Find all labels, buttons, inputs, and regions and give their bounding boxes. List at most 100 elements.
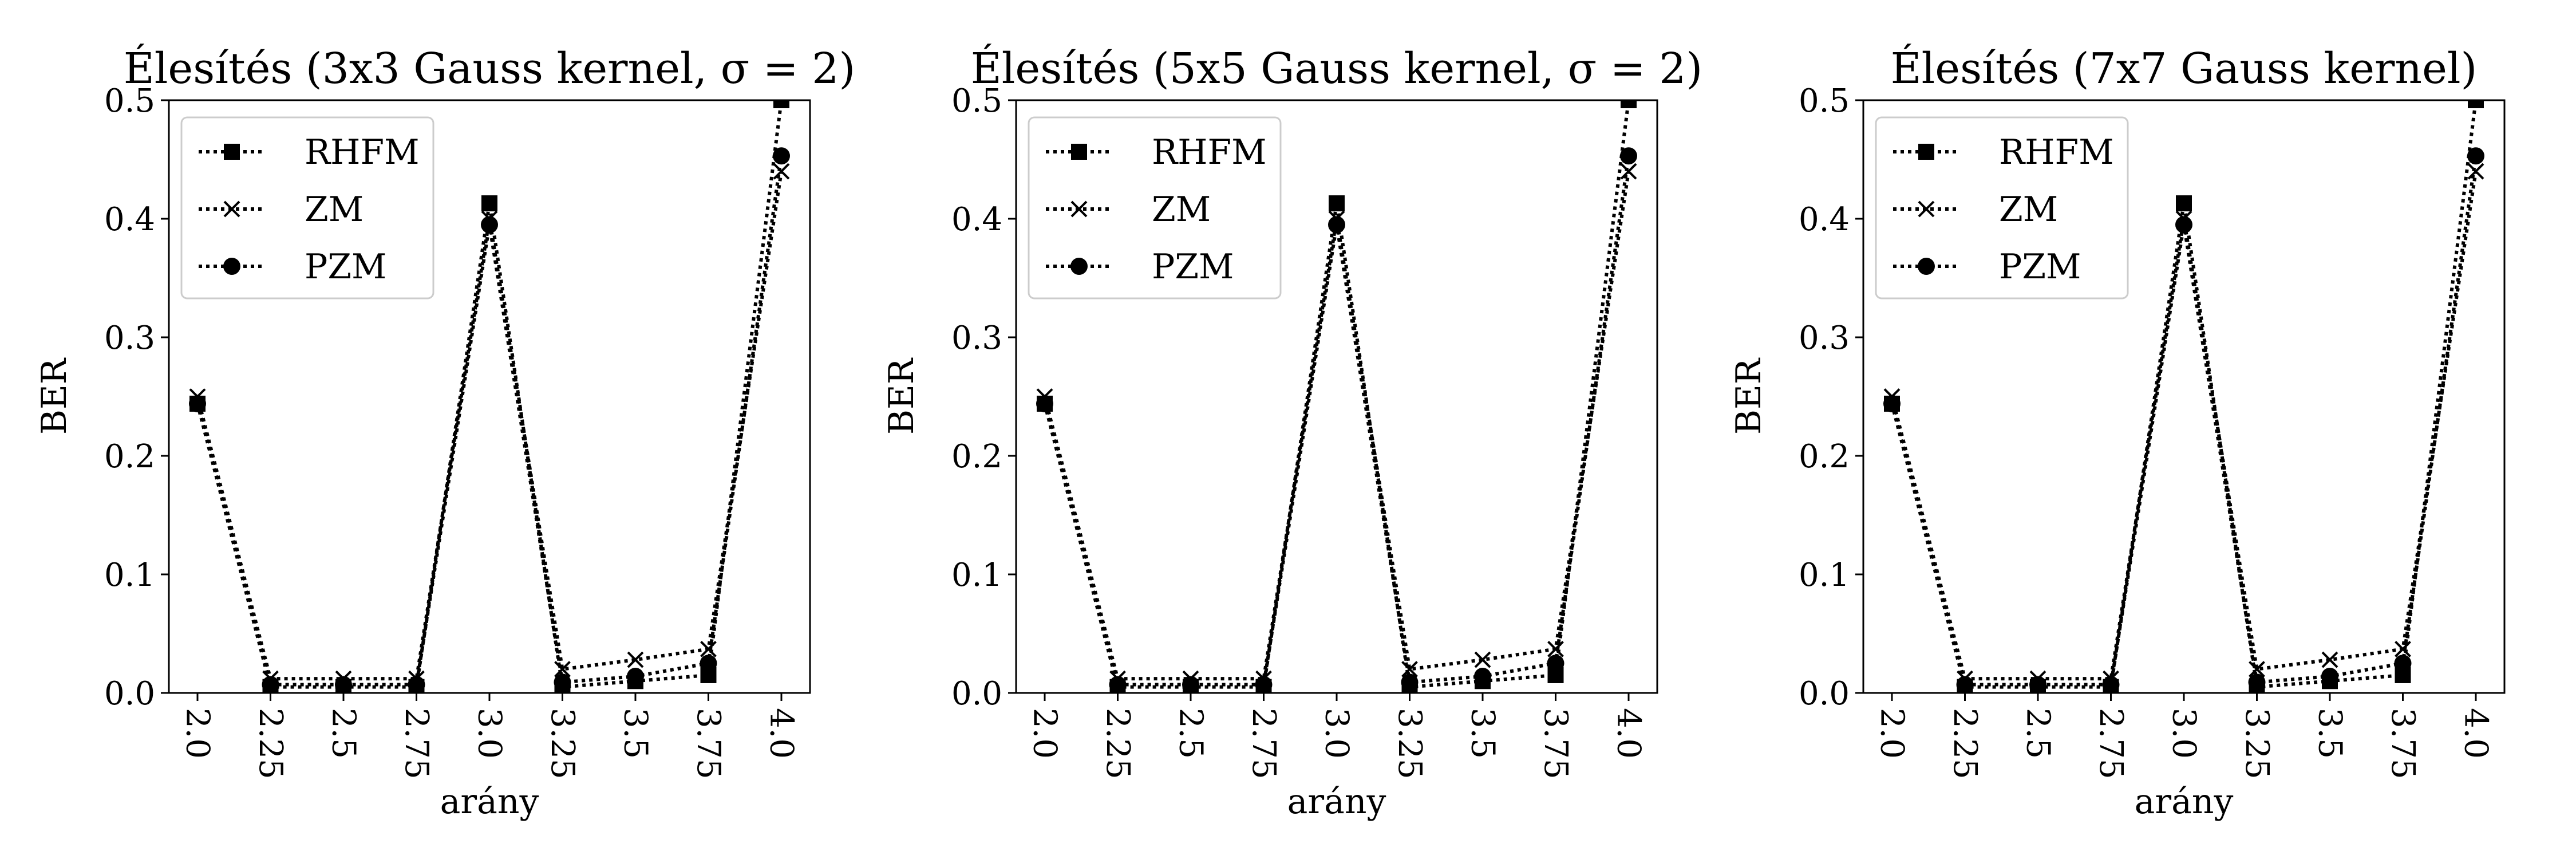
data-point-pzm-shape	[554, 673, 571, 691]
data-point-pzm-shape	[1883, 395, 1901, 412]
legend-marker-pzm	[1918, 258, 1935, 275]
legend-marker-zm-shape	[1918, 200, 1935, 218]
data-point-pzm	[1401, 673, 1419, 691]
data-point-zm	[2321, 651, 2338, 668]
data-point-pzm	[2321, 668, 2338, 685]
y-tick-label: 0.2	[951, 438, 1002, 475]
data-point-pzm-shape	[2175, 216, 2192, 234]
data-point-pzm-shape	[1328, 216, 1345, 234]
y-tick-label: 0.2	[1799, 438, 1850, 475]
data-point-pzm	[1547, 655, 1564, 672]
legend-label-zm: ZM	[305, 190, 364, 230]
y-tick-label: 0.5	[1799, 82, 1850, 120]
chart-panel-3: 0.0 0.1 0.2 0.3 0.4 0.5 2.0 2.25 2.5 2.75 3.0 3.25 3…	[1729, 43, 2506, 822]
data-point-pzm	[262, 676, 279, 693]
legend-marker-pzm	[1070, 258, 1088, 275]
data-point-pzm-shape	[2248, 673, 2266, 691]
data-point-pzm	[700, 655, 717, 672]
x-tick-label: 2.0	[179, 708, 216, 759]
legend-box	[180, 116, 434, 300]
data-point-pzm-shape	[1956, 676, 1974, 693]
data-point-zm-shape	[1547, 640, 1564, 657]
x-tick-label: 4.0	[1610, 708, 1647, 759]
data-point-pzm-shape	[773, 147, 790, 165]
data-point-pzm-shape	[1255, 676, 1273, 693]
x-tick-label: 2.5	[2020, 708, 2057, 759]
data-point-pzm-shape	[2102, 676, 2120, 693]
data-point-zm	[2467, 163, 2484, 180]
y-tick-label: 0.0	[951, 675, 1002, 712]
chart-title: Élesítés (3x3 Gauss kernel, σ = 2)	[124, 43, 856, 93]
x-tick-label: 3.0	[471, 708, 508, 759]
data-point-rhfm-shape	[2468, 100, 2484, 108]
x-tick-label: 3.5	[2312, 708, 2349, 759]
plot-area	[189, 100, 790, 693]
y-tick-label: 0.5	[104, 82, 155, 120]
data-point-pzm-shape	[2321, 668, 2338, 685]
data-point-pzm-shape	[262, 676, 279, 693]
data-point-pzm	[1956, 676, 1974, 693]
chart-title: Élesítés (5x5 Gauss kernel, σ = 2)	[971, 43, 1703, 93]
data-point-pzm-shape	[1620, 147, 1637, 165]
data-point-rhfm	[2468, 100, 2484, 108]
x-tick-label: 2.25	[1946, 708, 1984, 779]
data-point-rhfm-shape	[1329, 195, 1345, 212]
legend-marker-rhfm-shape	[1918, 144, 1934, 160]
legend-marker-pzm-shape	[223, 258, 240, 275]
data-point-pzm	[2175, 216, 2192, 234]
y-axis-label: BER	[882, 357, 922, 435]
data-point-pzm-shape	[2467, 147, 2484, 165]
data-point-pzm	[773, 147, 790, 165]
x-tick-label: 2.0	[1874, 708, 1911, 759]
data-point-pzm-shape	[627, 668, 644, 685]
x-tick-label: 3.25	[544, 708, 581, 779]
chart-panel-1: 0.0 0.1 0.2 0.3 0.4 0.5 2.0 2.25 2.5 2.75 3.0 3.25 3…	[34, 43, 855, 822]
y-tick-label: 0.3	[104, 320, 155, 357]
x-tick-label: 2.5	[325, 708, 362, 759]
legend-marker-zm	[1070, 200, 1088, 218]
y-tick-label: 0.3	[951, 320, 1002, 357]
data-point-pzm	[554, 673, 571, 691]
data-point-pzm-shape	[335, 676, 352, 693]
x-tick-label: 4.0	[2458, 708, 2495, 759]
legend-label-pzm: PZM	[1999, 247, 2081, 287]
data-point-zm	[627, 651, 644, 668]
data-point-pzm-shape	[1036, 395, 1053, 412]
data-point-zm-shape	[2249, 661, 2265, 678]
data-point-pzm	[335, 676, 352, 693]
x-axis-label: arány	[440, 782, 539, 822]
data-point-pzm-shape	[1474, 668, 1491, 685]
data-point-zm-shape	[700, 640, 717, 657]
data-point-rhfm-shape	[2176, 195, 2192, 212]
data-point-pzm-shape	[1547, 655, 1564, 672]
data-point-pzm-shape	[1109, 676, 1127, 693]
data-point-pzm	[408, 676, 425, 693]
legend: RHFM ZM PZM	[1875, 116, 2129, 300]
data-point-zm	[1620, 163, 1637, 180]
legend-marker-zm	[223, 200, 240, 218]
plot-area	[1036, 100, 1637, 693]
data-point-zm-shape	[1620, 163, 1637, 180]
legend-marker-rhfm	[1918, 144, 1934, 160]
data-point-pzm	[481, 216, 498, 234]
x-tick-label: 3.25	[2238, 708, 2275, 779]
data-point-zm	[1401, 661, 1418, 678]
legend-marker-zm-shape	[223, 200, 240, 218]
legend-label-rhfm: RHFM	[305, 132, 420, 172]
chart-title: Élesítés (7x7 Gauss kernel)	[1891, 43, 2478, 93]
data-point-pzm	[1328, 216, 1345, 234]
y-tick-label: 0.0	[104, 675, 155, 712]
data-point-pzm	[2102, 676, 2120, 693]
x-tick-label: 3.5	[1464, 708, 1502, 759]
y-tick-label: 0.1	[104, 557, 155, 594]
data-point-pzm	[1474, 668, 1491, 685]
data-point-pzm-shape	[408, 676, 425, 693]
data-point-zm	[1547, 640, 1564, 657]
data-point-zm	[554, 661, 571, 678]
data-point-rhfm-shape	[1621, 100, 1637, 108]
legend-label-pzm: PZM	[305, 247, 387, 287]
x-tick-label: 2.0	[1026, 708, 1064, 759]
legend-marker-zm-shape	[1070, 200, 1088, 218]
y-tick-label: 0.4	[104, 201, 155, 238]
data-point-pzm-shape	[189, 395, 206, 412]
